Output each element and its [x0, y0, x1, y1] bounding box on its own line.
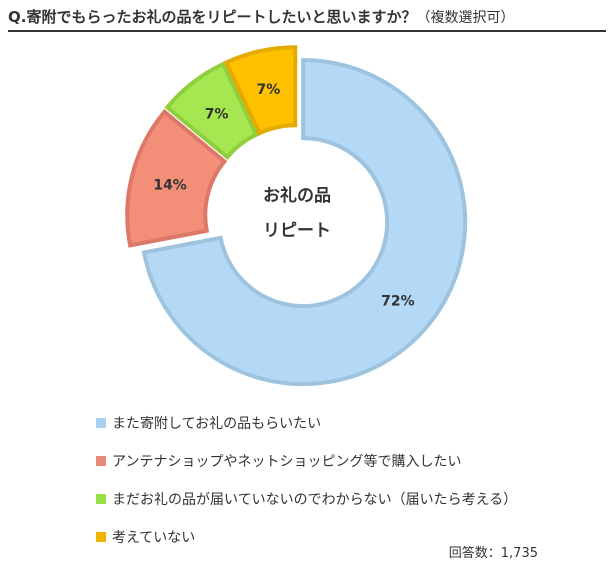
legend-label: 考えていない [112, 530, 196, 546]
legend-swatch [96, 418, 106, 428]
legend-item: 考えていない [96, 518, 517, 556]
legend-swatch [96, 456, 106, 466]
slice-value-label: 7% [205, 107, 229, 123]
legend-item: また寄附してお礼の品もらいたい [96, 404, 517, 442]
legend: また寄附してお礼の品もらいたい アンテナショップやネットショッピング等で購入した… [96, 404, 517, 556]
center-label-line1: お礼の品 [263, 185, 331, 206]
question-main: Q.寄附でもらったお礼の品をリピートしたいと思いますか？ [8, 8, 417, 26]
donut-slice [223, 45, 298, 136]
slice-value-labels: 72% 14% 7% 7% [153, 82, 414, 309]
legend-label: まだお礼の品が届いていないのでわからない（届いたら考える） [112, 492, 518, 508]
respondent-count: 回答数：1,735 [448, 546, 538, 561]
legend-item: アンテナショップやネットショッピング等で購入したい [96, 442, 517, 480]
legend-swatch [96, 532, 106, 542]
donut-slice [125, 108, 228, 248]
legend-label: また寄附してお礼の品もらいたい [112, 416, 322, 432]
slice-value-label: 7% [257, 82, 281, 98]
question-title: Q.寄附でもらったお礼の品をリピートしたいと思いますか？（複数選択可） [8, 6, 606, 32]
donut-slice [141, 58, 468, 387]
donut-chart: 72% 14% 7% 7% お礼の品 リピート [125, 45, 468, 387]
center-label-line2: リピート [263, 221, 331, 241]
donut-slices [125, 45, 468, 387]
slice-value-label: 72% [381, 294, 415, 310]
legend-item: まだお礼の品が届いていないのでわからない（届いたら考える） [96, 480, 517, 518]
legend-swatch [96, 494, 106, 504]
donut-slice [164, 61, 259, 160]
slice-value-label: 14% [153, 177, 187, 193]
question-sub: （複数選択可） [416, 10, 515, 26]
legend-label: アンテナショップやネットショッピング等で購入したい [112, 454, 462, 470]
